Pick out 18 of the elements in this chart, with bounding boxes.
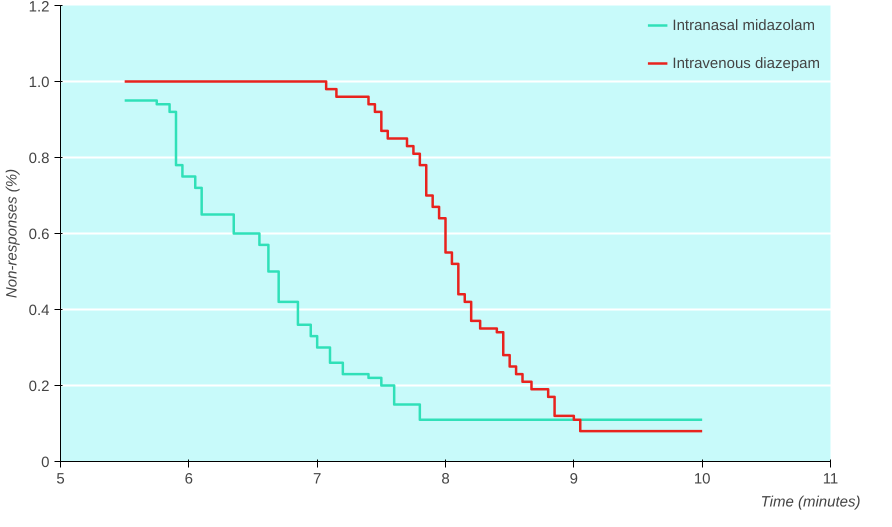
x-tick-label: 9 [570, 470, 578, 488]
x-tick-label: 10 [694, 470, 711, 488]
y-axis-title: Non-responses (%) [4, 168, 21, 298]
legend-label: Intranasal midazolam [672, 16, 815, 34]
y-tick-label: 0.2 [28, 378, 50, 395]
x-tick-label: 7 [312, 470, 322, 488]
x-tick-label: 8 [441, 470, 450, 488]
x-axis-title: Time (minutes) [760, 494, 861, 510]
x-tick-label: 6 [184, 470, 194, 488]
y-tick-label: 1.0 [28, 74, 50, 91]
y-tick-label: 0.8 [28, 150, 50, 167]
legend-label: Intravenous diazepam [672, 54, 820, 72]
y-tick-label: 1.2 [28, 0, 50, 16]
x-tick-label: 5 [56, 470, 65, 488]
y-tick-label: 0.6 [28, 226, 50, 243]
x-tick-label: 11 [822, 470, 838, 488]
y-tick-label: 0.4 [28, 302, 50, 319]
y-tick-label: 0 [41, 454, 50, 471]
